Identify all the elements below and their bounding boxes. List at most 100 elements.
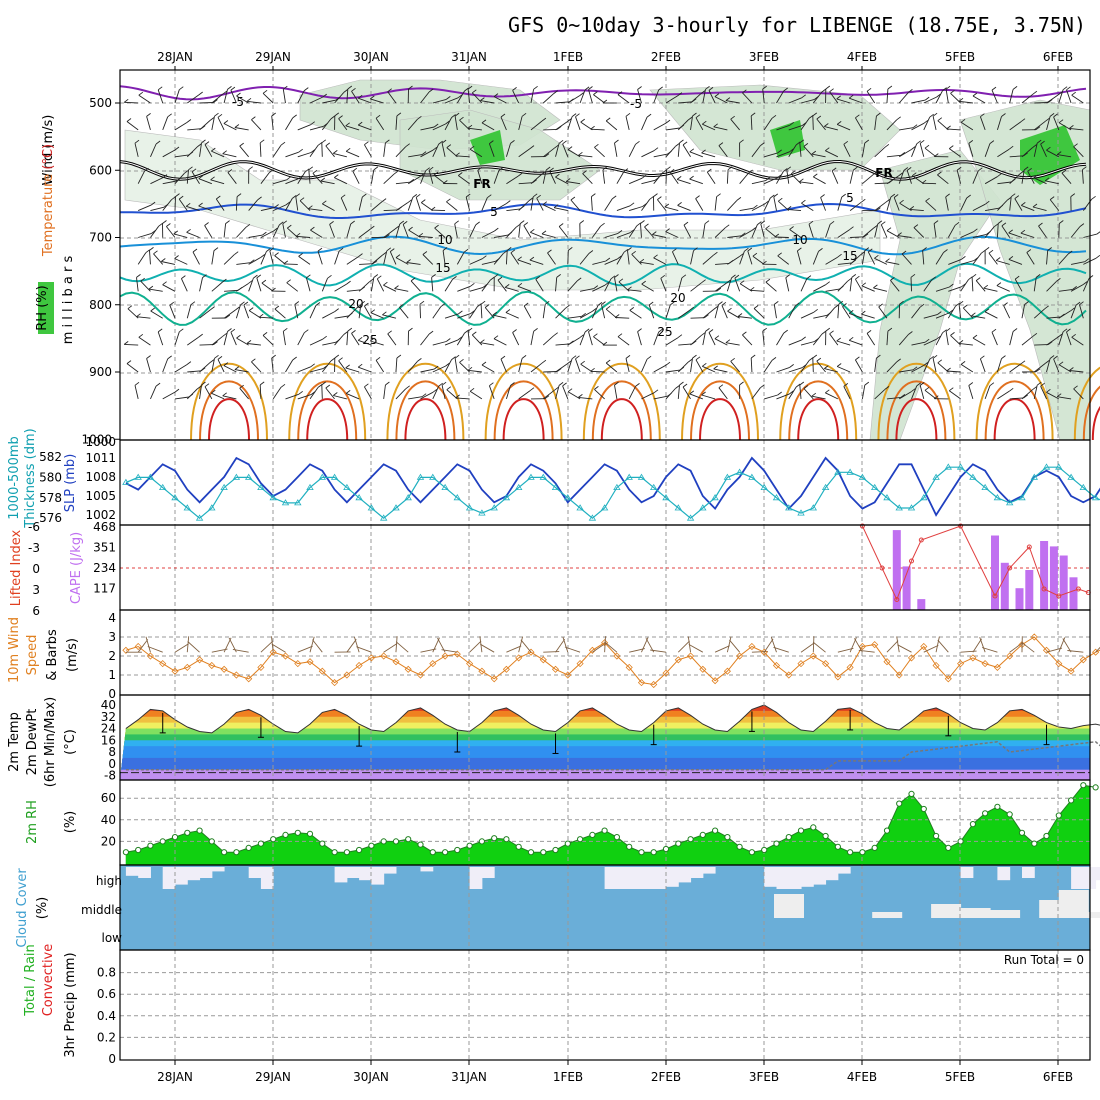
wind-barb-upper: [950, 335, 961, 346]
wind-barb-upper: [345, 367, 360, 373]
wind-barb-upper-tick: [506, 247, 512, 251]
wind-speed-marker: [1079, 656, 1087, 664]
wind-barb-upper: [260, 207, 275, 212]
wind-barb-upper-tick: [126, 118, 132, 122]
wind-barb-10m: [604, 641, 618, 653]
lifted-index-marker: [1041, 586, 1047, 592]
wind-barb-upper-tick: [924, 338, 930, 343]
wind-barb-upper: [375, 360, 385, 373]
wind-barb-upper-tick: [1056, 151, 1062, 155]
wind-speed-marker: [895, 671, 903, 679]
wind-barb-upper: [886, 154, 901, 158]
wind-barb-upper: [837, 123, 851, 131]
thickness-marker: [1005, 499, 1014, 506]
wind-barb-upper-tick: [801, 336, 806, 341]
wind-barb-upper-tick: [1079, 301, 1084, 306]
wind-barb-upper-tick: [1045, 117, 1050, 122]
wind-barb-upper-tick: [322, 200, 327, 205]
dewpoint-line: [125, 741, 1100, 771]
wind-barb-upper-tick: [713, 306, 718, 310]
wind-barb-upper-tick: [997, 220, 1003, 224]
wind-barb-upper: [935, 90, 943, 104]
wind-barb-upper-tick: [848, 336, 854, 341]
rh-shading-area: [869, 149, 1001, 441]
wind-barb-upper: [358, 124, 372, 131]
rh-marker: [699, 831, 706, 839]
thickness-title-label-part-0: 1000-500mb: [7, 436, 22, 520]
wind-barb-upper: [811, 395, 826, 400]
wind-barb-upper: [517, 259, 532, 265]
wind-barb-upper-tick: [553, 204, 559, 209]
wind-barb-upper: [958, 304, 962, 319]
thickness-marker: [306, 483, 314, 490]
wind-speed-marker: [380, 652, 388, 660]
wind-barb-upper: [530, 120, 543, 131]
rh-marker: [736, 843, 743, 850]
wind-barb-upper: [322, 203, 335, 211]
wind-barb-upper: [431, 277, 434, 292]
rh-shading-area: [649, 84, 901, 171]
wind-barb-upper-tick: [425, 167, 430, 172]
wind-barb-upper: [812, 251, 819, 265]
wind-barb-upper: [653, 172, 663, 184]
wind-barb-upper: [669, 171, 679, 184]
wind-barb-upper-tick: [789, 148, 794, 153]
wind-barb-upper-tick: [900, 394, 906, 398]
wind-barb-upper: [186, 231, 200, 238]
high-cloud-gap: [604, 867, 618, 889]
wind-barb-upper: [186, 388, 198, 400]
wind-barb-upper-tick: [428, 166, 434, 171]
wind-barb-upper-tick: [292, 356, 297, 361]
wind-barb-upper-tick: [517, 172, 523, 177]
wind-barb-upper: [575, 358, 581, 373]
wind-barb-upper-tick: [716, 193, 721, 198]
wind-barb-upper: [739, 207, 754, 212]
wind-barb-upper: [842, 306, 851, 319]
wind-barb-upper: [591, 225, 601, 238]
chart-title: GFS 0~10day 3-hourly for LIBENGE (18.75E…: [508, 13, 1086, 37]
wind-barb-upper-tick: [836, 95, 841, 100]
wind-barb-upper-tick: [762, 260, 767, 265]
rh-marker: [920, 805, 927, 813]
wind-speed-marker: [748, 642, 756, 651]
wind-barb-upper: [786, 169, 790, 184]
wind-barb-upper: [816, 118, 826, 131]
thickness-marker: [1091, 494, 1100, 501]
rh-marker: [515, 843, 522, 850]
panel-frames: [119, 66, 1091, 1065]
wind-barb-upper: [138, 336, 151, 346]
wind-barb-upper-tick: [222, 392, 227, 397]
wind-barb-upper-tick: [737, 313, 743, 317]
wind-barb-upper-tick: [308, 205, 313, 210]
wind-barb-upper: [689, 178, 703, 185]
wind-barb-upper: [678, 343, 693, 346]
wind-barb-upper: [364, 386, 372, 400]
wind-barb-upper: [665, 127, 680, 131]
wind-barb-upper: [811, 153, 826, 158]
wind-barb-upper: [956, 169, 962, 184]
wind-barb-upper: [134, 385, 139, 400]
wind-barb-upper: [285, 117, 294, 131]
high-cloud-gap: [813, 867, 827, 885]
rh-marker: [171, 834, 179, 841]
contour-label: -5: [232, 95, 244, 109]
wind-barb-upper-tick: [310, 121, 315, 126]
rh-marker: [601, 827, 608, 834]
wind-barb-upper-tick: [614, 274, 619, 278]
wind-barb-upper-tick: [279, 221, 284, 226]
wind-barb-upper-tick: [996, 282, 1002, 286]
wind-barb-upper: [579, 331, 586, 346]
wind-barb-upper: [173, 233, 188, 238]
wind-barb-upper-tick: [588, 86, 593, 90]
rh-marker: [859, 849, 866, 856]
wind-barb-upper-tick: [795, 141, 801, 146]
wind-barb-upper: [945, 196, 949, 211]
rh-marker: [675, 840, 682, 847]
wind-barb-upper: [730, 361, 740, 373]
wind-barb-upper-tick: [455, 152, 460, 157]
wind-barb-upper: [690, 115, 693, 130]
wind-barb-upper: [660, 278, 667, 292]
lifted-index-marker: [1026, 544, 1032, 550]
wind-barb-upper: [739, 251, 745, 265]
